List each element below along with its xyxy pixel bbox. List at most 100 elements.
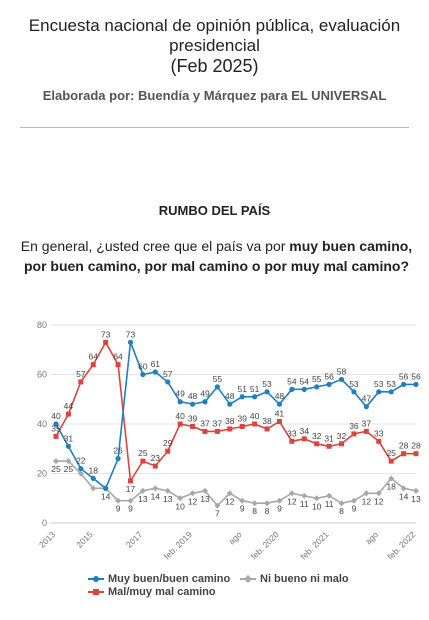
data-point [90,362,96,368]
line-chart: 0 20 40 60 80 2013 2015 2017 feb. 2019 ago feb. 20… [37,320,421,561]
data-point [326,381,332,387]
data-point [326,443,332,449]
x-tick-label: 2015 [74,529,95,550]
data-point [65,411,71,417]
data-point [276,401,283,407]
data-point [190,423,196,429]
legend-label-good: Muy buen/buen camino [108,573,231,585]
data-label: 37 [362,418,372,428]
data-label: 12 [362,496,372,506]
legend-label-neutral: Ni bueno ni malo [260,573,349,585]
data-label: 7 [215,509,220,519]
series-line [56,460,417,507]
data-point [400,381,407,387]
data-point [127,478,133,484]
data-label: 23 [151,453,161,463]
data-label: 31 [324,433,334,443]
data-point [103,485,109,491]
data-point [339,441,345,447]
data-label: 53 [349,379,359,389]
data-point [413,451,419,457]
data-point [301,386,307,392]
data-label: 54 [287,376,297,386]
legend-item-bad: Mal/muy mal camino [88,586,216,598]
data-point [115,456,121,462]
data-label: 32 [337,431,347,441]
y-tick-label: 40 [37,419,47,429]
data-point [139,487,146,494]
data-point [251,500,258,507]
data-label: 61 [151,359,161,369]
x-tick-label: ago [227,529,244,546]
data-label: 56 [324,371,334,381]
data-point [164,487,171,494]
data-point [363,404,369,410]
data-label: 44 [64,401,74,411]
data-point [152,369,158,375]
data-label: 55 [213,374,223,384]
data-point [214,502,221,509]
data-point [252,421,258,427]
data-label: 60 [138,362,148,372]
data-point [177,495,184,502]
data-point [65,458,72,465]
data-point [314,441,320,447]
data-point [363,428,369,434]
data-point [314,384,320,390]
data-point [90,475,96,482]
data-label: 14 [399,491,409,501]
data-label: 57 [76,369,86,379]
data-point [127,339,134,345]
data-label: 40 [250,411,260,421]
data-label: 41 [275,409,285,419]
data-point [78,465,84,472]
survey-question: En general, ¿usted cree que el país va p… [18,236,415,276]
data-point [227,401,233,407]
data-label: 73 [126,329,136,339]
data-label: 53 [386,379,396,389]
data-point [53,433,59,439]
data-point [165,379,171,385]
data-label: 33 [374,428,384,438]
data-label: 11 [300,499,309,509]
data-label: 40 [51,411,61,421]
data-label: 37 [200,418,210,428]
data-label: 38 [262,416,272,426]
data-point [239,423,245,429]
data-point [53,421,59,427]
data-label: 10 [175,501,185,511]
data-point [239,394,245,400]
data-point [351,389,357,395]
data-point [301,492,308,499]
data-label: 36 [349,421,359,431]
data-point [301,436,307,442]
data-label: 10 [312,501,322,511]
data-point [388,458,394,464]
y-tick-label: 20 [37,469,47,479]
y-tick-label: 0 [42,518,47,528]
data-point [140,458,146,464]
data-point [413,381,419,387]
data-point [152,463,158,469]
series-line [55,342,416,490]
data-point [115,497,122,504]
data-point [140,371,146,378]
data-point [201,487,208,494]
data-label: 57 [163,369,173,379]
data-label: 64 [113,352,123,362]
data-label: 56 [399,371,409,381]
x-tick-label: 2017 [124,529,145,550]
question-bold-2: por buen camino, por mal camino o por mu… [23,258,410,274]
data-label: 9 [128,504,133,514]
data-label: 11 [325,499,334,509]
data-label: 28 [399,441,409,451]
data-label: 12 [188,496,198,506]
data-label: 8 [252,506,257,516]
data-label: 38 [225,416,235,426]
divider [20,127,409,128]
data-point [103,339,109,345]
data-label: 25 [64,464,74,474]
data-point [152,485,159,492]
y-tick-label: 60 [37,370,47,380]
data-point [413,487,419,494]
